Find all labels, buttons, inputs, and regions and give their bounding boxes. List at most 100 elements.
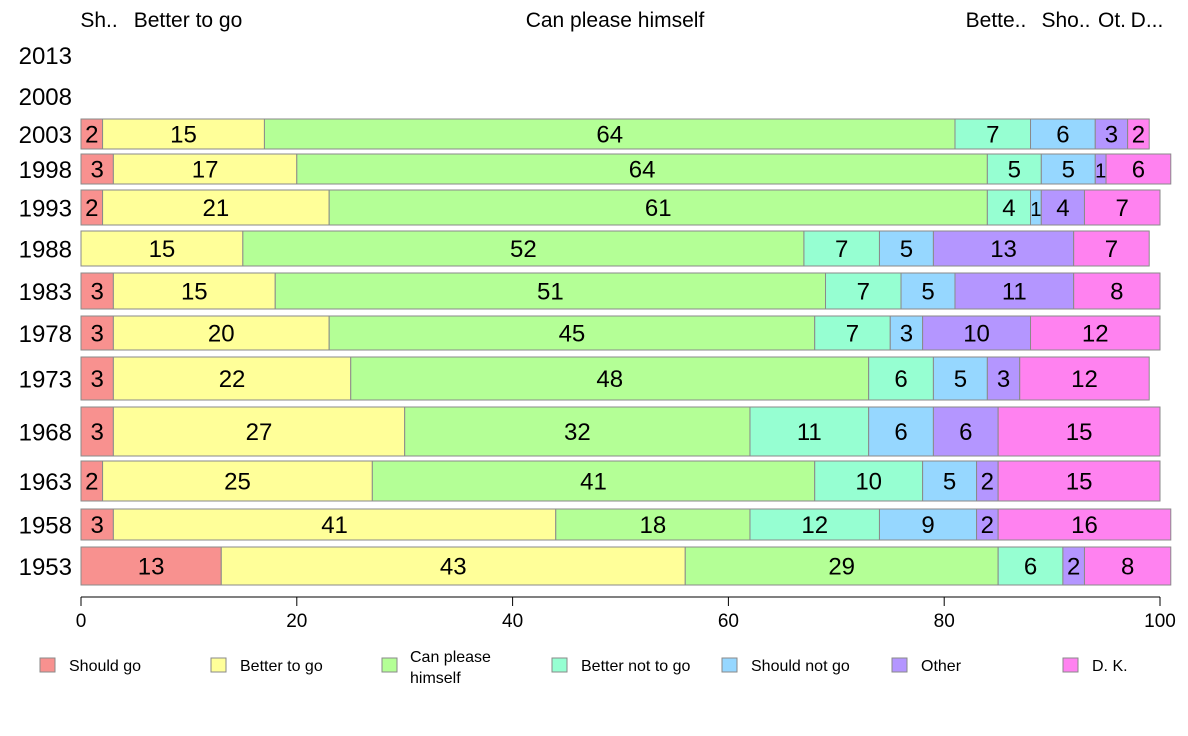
data-label: 3 bbox=[91, 321, 104, 348]
legend-swatch bbox=[39, 657, 56, 673]
data-label: 6 bbox=[959, 419, 972, 446]
bar-segment bbox=[102, 460, 373, 502]
bar-segment bbox=[296, 153, 988, 185]
year-label: 1968 bbox=[19, 420, 72, 447]
bar-segment bbox=[1094, 118, 1129, 150]
top-series-label: Better to go bbox=[134, 9, 243, 32]
bar-segment bbox=[112, 272, 276, 310]
bar-segment bbox=[1073, 272, 1161, 310]
data-label: 3 bbox=[91, 512, 104, 539]
bar-segment bbox=[80, 272, 114, 310]
bar-segment bbox=[404, 406, 751, 457]
data-label: 41 bbox=[321, 512, 348, 539]
bar-segment bbox=[274, 272, 827, 310]
data-label: 64 bbox=[596, 122, 623, 149]
bar-segment bbox=[825, 272, 902, 310]
legend-label: D. K. bbox=[1092, 658, 1128, 675]
data-label: 22 bbox=[219, 366, 246, 393]
data-label: 10 bbox=[963, 321, 990, 348]
bar-segment bbox=[868, 356, 934, 401]
legend-swatch bbox=[210, 657, 227, 673]
data-label: 1 bbox=[1095, 161, 1106, 183]
data-label: 16 bbox=[1071, 512, 1098, 539]
bar-segment bbox=[80, 315, 114, 351]
data-label: 3 bbox=[900, 321, 913, 348]
data-label: 7 bbox=[857, 279, 870, 306]
bar-segment bbox=[868, 406, 934, 457]
year-label: 1978 bbox=[19, 321, 72, 348]
legend-label: Should not go bbox=[751, 658, 850, 675]
bar-segment bbox=[263, 118, 956, 150]
bar-segment bbox=[1127, 118, 1150, 150]
data-label: 11 bbox=[797, 419, 822, 446]
data-label: 61 bbox=[645, 195, 672, 222]
top-series-label: Bette.. bbox=[966, 9, 1027, 32]
bar-segment bbox=[1030, 315, 1161, 351]
bar-segment bbox=[922, 460, 978, 502]
bar-segment bbox=[997, 460, 1161, 502]
bar-segment bbox=[986, 153, 1042, 185]
data-label: 3 bbox=[91, 366, 104, 393]
top-series-label: Sh.. bbox=[80, 9, 117, 32]
data-label: 6 bbox=[1132, 157, 1145, 184]
x-tick-label: 60 bbox=[718, 611, 739, 632]
data-label: 3 bbox=[1105, 122, 1118, 149]
data-label: 2 bbox=[1067, 554, 1080, 581]
data-label: 18 bbox=[640, 512, 667, 539]
legend-label: Should go bbox=[69, 658, 141, 675]
data-label: 15 bbox=[1066, 469, 1093, 496]
data-label: 8 bbox=[1110, 279, 1123, 306]
data-label: 2 bbox=[85, 469, 98, 496]
x-tick-label: 0 bbox=[76, 611, 87, 632]
data-label: 13 bbox=[138, 554, 165, 581]
bar-segment bbox=[80, 406, 114, 457]
bar-segment bbox=[80, 508, 114, 541]
legend-swatch bbox=[1062, 657, 1079, 673]
data-label: 5 bbox=[900, 236, 913, 263]
bar-segment bbox=[1040, 153, 1096, 185]
data-label: 2 bbox=[1132, 122, 1145, 149]
year-label: 1973 bbox=[19, 367, 72, 394]
legend-label: himself bbox=[410, 670, 461, 687]
data-label: 41 bbox=[580, 469, 607, 496]
data-label: 12 bbox=[1071, 366, 1098, 393]
data-label: 21 bbox=[203, 195, 230, 222]
data-label: 17 bbox=[192, 157, 219, 184]
x-tick-label: 40 bbox=[502, 611, 523, 632]
data-label: 7 bbox=[835, 236, 848, 263]
legend-swatch bbox=[381, 657, 398, 673]
bar-segment bbox=[80, 230, 244, 267]
bar-segment bbox=[350, 356, 870, 401]
bar-segment bbox=[997, 546, 1064, 586]
year-label: 2008 bbox=[19, 84, 72, 111]
bar-segment bbox=[555, 508, 751, 541]
data-label: 6 bbox=[894, 419, 907, 446]
bar-segment bbox=[242, 230, 805, 267]
bar-segment bbox=[814, 460, 924, 502]
bar-segment bbox=[1073, 230, 1150, 267]
data-label: 51 bbox=[537, 279, 564, 306]
bar-segment bbox=[80, 153, 114, 185]
data-label: 25 bbox=[224, 469, 251, 496]
x-tick-label: 20 bbox=[286, 611, 307, 632]
legend-label: Can please bbox=[410, 649, 491, 666]
bar-segment bbox=[997, 508, 1172, 541]
data-label: 27 bbox=[246, 419, 273, 446]
legend-label: Better not to go bbox=[581, 658, 691, 675]
data-label: 15 bbox=[170, 122, 197, 149]
bar-segment bbox=[1083, 189, 1161, 226]
bar-segment bbox=[102, 189, 330, 226]
bar-segment bbox=[1040, 189, 1085, 226]
data-label: 43 bbox=[440, 554, 467, 581]
data-label: 2 bbox=[85, 122, 98, 149]
data-label: 45 bbox=[559, 321, 586, 348]
data-label: 7 bbox=[846, 321, 859, 348]
data-label: 20 bbox=[208, 321, 235, 348]
data-label: 3 bbox=[997, 366, 1010, 393]
year-label: 2003 bbox=[19, 122, 72, 149]
data-label: 7 bbox=[986, 122, 999, 149]
bar-segment bbox=[997, 406, 1161, 457]
data-label: 5 bbox=[943, 469, 956, 496]
year-label: 1963 bbox=[19, 469, 72, 496]
data-label: 6 bbox=[1056, 122, 1069, 149]
